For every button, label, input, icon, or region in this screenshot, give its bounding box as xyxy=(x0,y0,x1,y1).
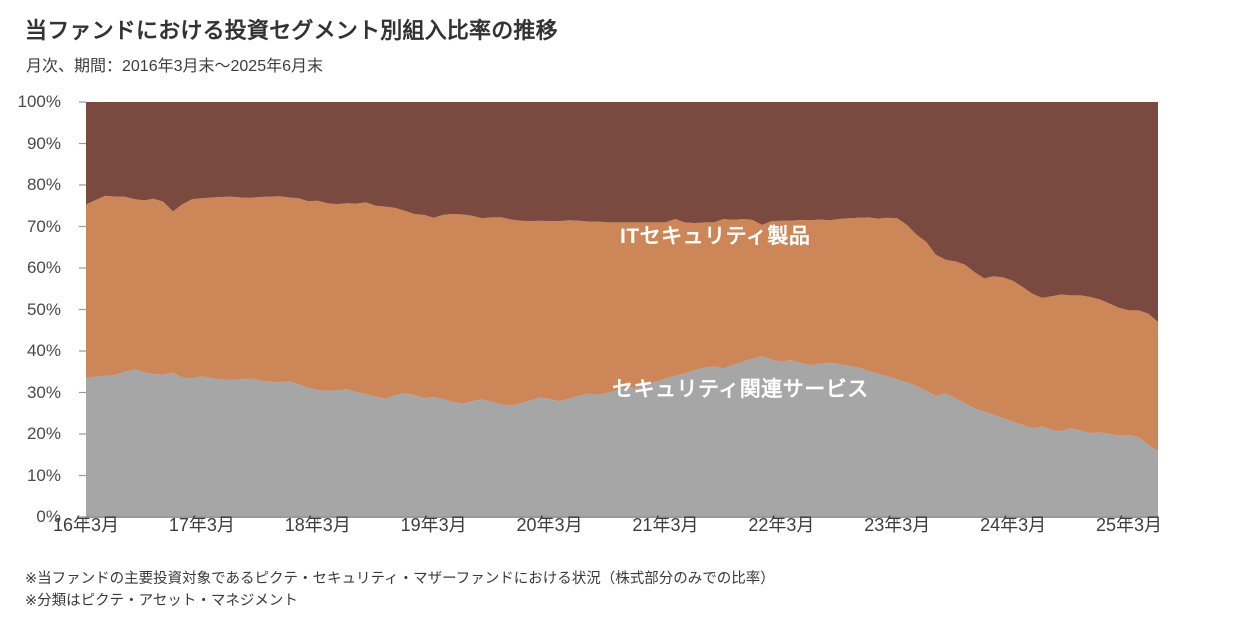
y-axis-tick-label: 90% xyxy=(26,133,61,153)
x-axis-tick-label: 21年3月 xyxy=(632,515,699,535)
x-axis-tick-label: 25年3月 xyxy=(1095,515,1163,535)
y-axis-tick-label: 40% xyxy=(26,341,61,360)
y-axis-tick-label: 30% xyxy=(26,382,61,402)
y-axis-tick-label: 0% xyxy=(36,507,61,526)
series-label-it-security-products: ITセキュリティ製品 xyxy=(620,225,811,248)
x-axis-tick-label: 18年3月 xyxy=(284,515,351,535)
area-series-ITセキュリティ製品 xyxy=(86,102,1158,322)
x-axis-tick-label: 17年3月 xyxy=(168,515,235,535)
area-series-セキュリティ関連サービス xyxy=(86,195,1158,452)
x-axis-tick-label: 23年3月 xyxy=(864,515,931,535)
footnotes: ※当ファンドの主要投資対象であるピクテ・セキュリティ・マザーファンドにおける状況… xyxy=(25,568,775,613)
x-axis-tick-label: 19年3月 xyxy=(400,515,467,535)
page-title: 当ファンドにおける投資セグメント別組入比率の推移 xyxy=(25,18,558,43)
series-label-security-equipment: セキュリティ関連機器 xyxy=(622,549,836,572)
chart-plot-svg xyxy=(79,101,1158,524)
stacked-area-chart: 0% 10% 20% 30% 40% 50% 60% 70% 80% 90% 100% 16年3月 1… xyxy=(0,92,1239,572)
y-axis-tick-label: 20% xyxy=(26,424,61,443)
series-label-security-services: セキュリティ関連サービス xyxy=(612,378,869,401)
y-axis-tick-label: 80% xyxy=(26,175,61,194)
area-series-セキュリティ関連機器 xyxy=(86,355,1158,517)
x-axis-tick-label: 24年3月 xyxy=(980,515,1047,535)
y-axis-tick-label: 100% xyxy=(17,92,61,111)
y-axis-tick-label: 10% xyxy=(26,465,61,485)
page-subtitle: 月次、期間：2016年3月末〜2025年6月末 xyxy=(26,58,323,75)
x-axis-tick-label: 16年3月 xyxy=(52,515,120,535)
y-axis-tick-label: 60% xyxy=(26,258,61,277)
x-axis-tick-label: 22年3月 xyxy=(748,515,815,535)
y-axis-tick-label: 70% xyxy=(26,216,61,236)
footnote-1: ※当ファンドの主要投資対象であるピクテ・セキュリティ・マザーファンドにおける状況… xyxy=(25,571,775,587)
footnote-2: ※分類はピクテ・アセット・マネジメント xyxy=(25,593,298,610)
x-axis-tick-label: 20年3月 xyxy=(516,515,583,535)
y-axis-tick-label: 50% xyxy=(26,299,61,319)
